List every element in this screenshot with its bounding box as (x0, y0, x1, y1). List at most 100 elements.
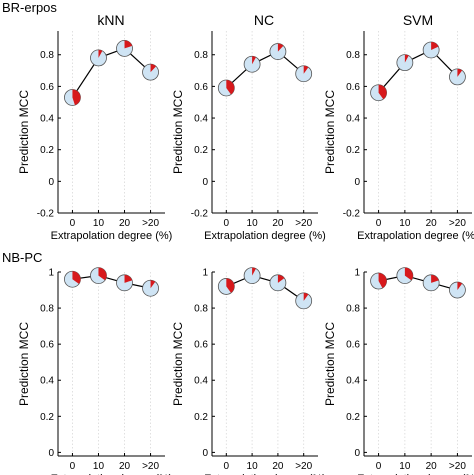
x-tick-label: >20 (295, 218, 312, 229)
data-point-slice (98, 49, 103, 58)
y-tick-label: -0.2 (191, 209, 209, 220)
series-line (72, 274, 151, 289)
x-tick-label: 10 (93, 218, 105, 229)
y-tick-label: -0.2 (37, 209, 55, 220)
data-point-slice (277, 43, 284, 52)
data-point-slice (252, 267, 256, 276)
y-tick-label: 0.2 (346, 412, 360, 423)
series-line (378, 274, 458, 291)
data-point-slice (404, 54, 409, 63)
data-point-slice (303, 65, 309, 74)
y-axis-label: Prediction MCC (17, 90, 31, 174)
data-point-slice (457, 68, 463, 77)
x-tick-label: 0 (376, 461, 382, 472)
data-point-slice (378, 273, 387, 289)
data-point-slice (404, 267, 413, 281)
y-tick-label: 0.6 (194, 340, 208, 351)
row-label-nb-pc: NB-PC (2, 250, 42, 265)
y-tick-label: 0 (354, 448, 360, 459)
y-tick-label: 0.8 (194, 304, 208, 315)
panel-title-svm: SVM (403, 12, 433, 28)
data-point-slice (431, 41, 439, 50)
data-point-slice (72, 89, 81, 106)
y-tick-label: 0.6 (40, 340, 54, 351)
x-axis-label: Extrapolation degree (%) (204, 473, 326, 475)
y-tick-label: 0.8 (346, 304, 360, 315)
x-axis-label: Extrapolation degree (%) (51, 473, 173, 475)
y-tick-label: 0.6 (346, 340, 360, 351)
x-tick-label: 0 (224, 218, 230, 229)
y-tick-label: 0.2 (40, 412, 54, 423)
y-tick-label: 0.2 (346, 145, 360, 156)
data-point-slice (226, 79, 235, 95)
x-tick-label: 20 (272, 461, 284, 472)
x-tick-label: 10 (399, 218, 411, 229)
x-tick-label: 20 (119, 218, 131, 229)
y-tick-label: 0 (48, 448, 54, 459)
x-tick-label: 10 (93, 461, 105, 472)
data-point-slice (277, 274, 285, 283)
y-tick-label: 1 (48, 268, 54, 279)
data-point-slice (303, 292, 309, 301)
data-point-slice (72, 271, 81, 284)
y-tick-label: 0.4 (346, 114, 360, 125)
x-tick-label: 20 (119, 461, 131, 472)
x-tick-label: 0 (70, 461, 76, 472)
series-line (71, 47, 151, 98)
y-tick-label: 0 (202, 448, 208, 459)
data-point-slice (98, 267, 107, 281)
row-label-br-erpos: BR-erpos (2, 0, 57, 15)
data-point-slice (124, 274, 133, 283)
y-tick-label: 0.6 (40, 82, 54, 93)
x-axis-label: Extrapolation degree (%) (51, 230, 173, 242)
x-tick-label: >20 (142, 461, 159, 472)
series-line (378, 49, 458, 94)
data-point-slice (150, 64, 157, 73)
y-tick-label: 0.2 (40, 145, 54, 156)
y-tick-label: 0.6 (346, 82, 360, 93)
x-tick-label: 10 (247, 218, 259, 229)
y-tick-label: 0.8 (40, 50, 54, 61)
y-tick-label: 1 (354, 268, 360, 279)
data-point-slice (431, 274, 439, 283)
x-tick-label: >20 (449, 218, 466, 229)
y-tick-label: 1 (202, 268, 208, 279)
x-tick-label: 10 (399, 461, 411, 472)
y-axis-label: Prediction MCC (323, 322, 337, 406)
panel-title-knn: kNN (97, 12, 124, 28)
series-line (225, 50, 305, 89)
data-point-slice (252, 56, 256, 65)
y-tick-label: 0.6 (194, 82, 208, 93)
x-axis-label: Extrapolation degree (%) (204, 230, 326, 242)
x-tick-label: 20 (272, 218, 284, 229)
y-tick-label: 0.4 (346, 376, 360, 387)
data-point-slice (124, 40, 133, 49)
y-tick-label: 0.8 (346, 50, 360, 61)
data-point-slice (457, 282, 463, 291)
y-tick-label: 0.2 (194, 145, 208, 156)
x-tick-label: 0 (224, 461, 230, 472)
y-tick-label: -0.2 (343, 209, 361, 220)
y-tick-label: 0.8 (194, 50, 208, 61)
y-tick-label: 0.2 (194, 412, 208, 423)
y-tick-label: 0.4 (40, 114, 54, 125)
x-tick-label: >20 (142, 218, 159, 229)
data-point-slice (150, 280, 156, 289)
x-tick-label: 20 (426, 461, 438, 472)
y-tick-label: 0.4 (194, 376, 208, 387)
y-tick-label: 0 (354, 177, 360, 188)
y-axis-label: Prediction MCC (171, 90, 185, 174)
x-tick-label: 20 (426, 218, 438, 229)
y-axis-label: Prediction MCC (323, 90, 337, 174)
y-tick-label: 0 (202, 177, 208, 188)
x-axis-label: Extrapolation degree (%) (357, 230, 474, 242)
y-axis-label: Prediction MCC (17, 322, 31, 406)
